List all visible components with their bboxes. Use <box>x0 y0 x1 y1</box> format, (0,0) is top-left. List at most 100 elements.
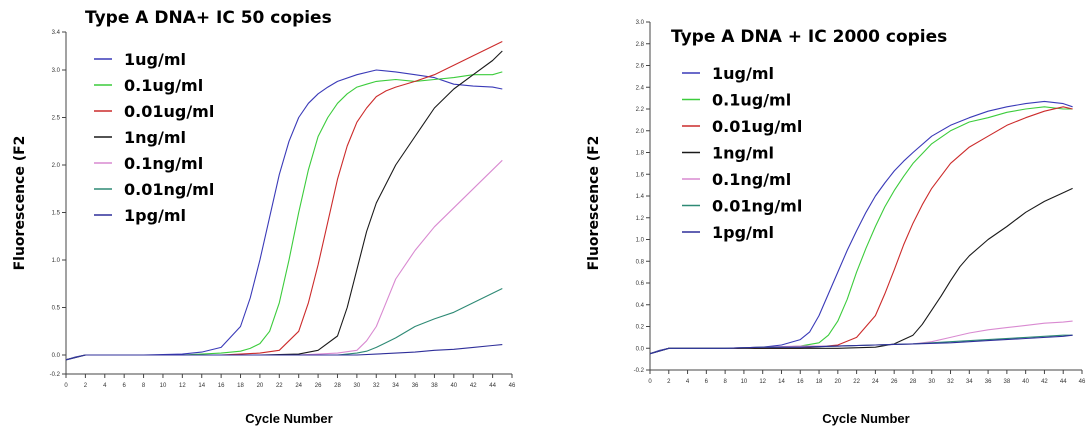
x-tick-label: 2 <box>667 379 671 385</box>
y-tick-label: 2.5 <box>52 116 61 122</box>
x-tick-label: 0 <box>64 383 68 389</box>
legend-label: 0.1ug/ml <box>124 76 203 95</box>
y-tick-label: 2.0 <box>636 129 645 135</box>
series-line-0-1ug-ml <box>65 71 503 361</box>
x-tick-label: 38 <box>1004 379 1011 385</box>
x-tick-label: 0 <box>648 379 652 385</box>
y-axis-label: Fluorescence (F2 <box>12 136 28 271</box>
y-tick-label: 2.2 <box>636 107 645 113</box>
y-tick-label: 1.0 <box>636 238 645 244</box>
legend-label: 0.1ug/ml <box>712 91 791 110</box>
y-tick-label: 2.0 <box>52 163 61 169</box>
x-tick-label: 18 <box>237 383 244 389</box>
legend-label: 0.01ng/ml <box>124 180 214 199</box>
x-tick-label: 38 <box>431 383 438 389</box>
y-tick-label: 1.4 <box>636 194 645 200</box>
x-tick-label: 6 <box>123 383 127 389</box>
legend-label: 0.01ug/ml <box>124 102 214 121</box>
x-tick-label: 20 <box>834 379 841 385</box>
x-tick-label: 34 <box>966 379 973 385</box>
x-tick-label: 26 <box>315 383 322 389</box>
y-tick-label: 1.2 <box>636 216 645 222</box>
y-tick-label: 2.6 <box>636 64 645 70</box>
y-tick-label: 3.0 <box>52 68 61 74</box>
chart-left: 0 2 4 6 8 10 12 14 16 18 20 22 24 26 28 30 32 34 36 38 40 42 4… <box>12 8 516 426</box>
x-tick-label: 40 <box>450 383 457 389</box>
chart-title: Type A DNA+ IC 50 copies <box>85 8 332 28</box>
x-tick-label: 14 <box>198 383 205 389</box>
series-line-0-01ng-ml <box>649 334 1073 355</box>
x-tick-label: 14 <box>778 379 785 385</box>
y-tick-label: 0.4 <box>636 303 645 309</box>
legend-label: 0.1ng/ml <box>712 170 791 189</box>
x-tick-label: 30 <box>354 383 361 389</box>
y-tick-label: 0.5 <box>52 306 61 312</box>
x-tick-label: 42 <box>470 383 477 389</box>
y-tick-label: 2.4 <box>636 85 645 91</box>
x-tick-label: 34 <box>392 383 399 389</box>
y-tick-label: 1.8 <box>636 151 645 157</box>
x-tick-label: 32 <box>373 383 380 389</box>
y-tick-label: 1.5 <box>52 211 61 217</box>
series-line-0-01ng-ml <box>65 288 503 361</box>
x-tick-label: 18 <box>816 379 823 385</box>
x-axis-label: Cycle Number <box>245 411 332 426</box>
x-tick-label: 16 <box>797 379 804 385</box>
series-line-1pg-ml <box>649 334 1073 355</box>
x-tick-label: 4 <box>686 379 690 385</box>
x-tick-label: 32 <box>947 379 954 385</box>
x-tick-label: 24 <box>295 383 302 389</box>
y-tick-label: -0.2 <box>50 372 61 378</box>
y-tick-label: 1.0 <box>52 258 61 264</box>
x-tick-label: 44 <box>1060 379 1067 385</box>
legend-label: 0.01ng/ml <box>712 197 802 216</box>
y-tick-label: 3.0 <box>636 20 645 26</box>
x-tick-label: 22 <box>276 383 283 389</box>
x-tick-label: 46 <box>1079 379 1086 385</box>
x-tick-label: 26 <box>891 379 898 385</box>
x-tick-label: 2 <box>84 383 88 389</box>
series-line-1pg-ml <box>65 344 503 361</box>
x-tick-label: 8 <box>142 383 146 389</box>
legend-label: 0.1ng/ml <box>124 154 203 173</box>
x-tick-label: 12 <box>759 379 766 385</box>
legend-label: 1ng/ml <box>712 144 774 163</box>
legend-label: 0.01ug/ml <box>712 117 802 136</box>
x-tick-label: 30 <box>928 379 935 385</box>
x-tick-label: 36 <box>412 383 419 389</box>
y-tick-label: 0.2 <box>636 325 645 331</box>
x-tick-label: 20 <box>257 383 264 389</box>
x-tick-label: 10 <box>160 383 167 389</box>
y-tick-label: -0.2 <box>634 368 645 374</box>
x-tick-label: 36 <box>985 379 992 385</box>
y-tick-label: 0.0 <box>52 353 61 359</box>
legend-label: 1ug/ml <box>124 50 186 69</box>
x-tick-label: 28 <box>334 383 341 389</box>
legend-label: 1pg/ml <box>712 223 774 242</box>
x-tick-label: 4 <box>103 383 107 389</box>
y-axis-label: Fluorescence (F2 <box>586 136 602 271</box>
x-tick-label: 16 <box>218 383 225 389</box>
y-tick-label: 0.8 <box>636 259 645 265</box>
y-tick-label: 2.8 <box>636 42 645 48</box>
legend-label: 1ug/ml <box>712 64 774 83</box>
x-tick-label: 22 <box>853 379 860 385</box>
x-tick-label: 6 <box>705 379 709 385</box>
chart-right: 0 2 4 6 8 10 12 14 16 18 20 22 24 26 28 30 32 34 36 38 40 42 4… <box>586 20 1086 426</box>
y-tick-label: 0.6 <box>636 281 645 287</box>
y-tick-label: 0.0 <box>636 346 645 352</box>
y-tick-label: 3.4 <box>52 30 61 36</box>
x-tick-label: 44 <box>489 383 496 389</box>
x-tick-label: 28 <box>910 379 917 385</box>
x-tick-label: 24 <box>872 379 879 385</box>
chart-title: Type A DNA + IC 2000 copies <box>671 27 947 47</box>
x-tick-label: 8 <box>723 379 727 385</box>
x-tick-label: 10 <box>741 379 748 385</box>
x-tick-label: 40 <box>1022 379 1029 385</box>
y-tick-label: 1.6 <box>636 172 645 178</box>
legend-label: 1pg/ml <box>124 206 186 225</box>
x-axis-label: Cycle Number <box>822 411 909 426</box>
x-tick-label: 12 <box>179 383 186 389</box>
x-tick-label: 42 <box>1041 379 1048 385</box>
